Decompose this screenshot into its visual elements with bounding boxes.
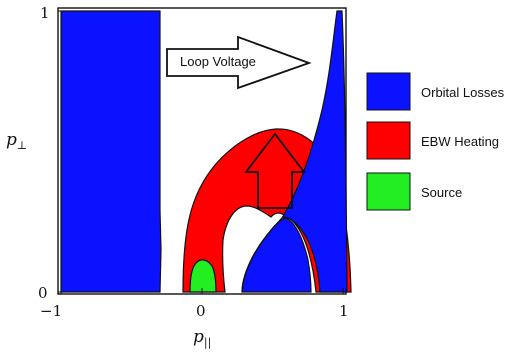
y-axis-label: p⊥ [6,130,27,152]
y-tick-label-0: 0 [38,284,48,302]
x-axis-ticks [60,288,344,294]
x-axis-label-sub: || [204,336,211,350]
y-tick-label-1: 1 [40,4,50,22]
x-tick-label-neg1: −1 [40,302,62,320]
orbital-losses-left-region [60,10,162,293]
legend-label-source: Source [421,185,462,200]
x-axis-label: p|| [193,327,211,350]
y-axis-label-base: p [6,130,17,150]
legend-swatch-orbital-losses [366,72,411,111]
legend-label-ebw-heating: EBW Heating [421,134,499,149]
y-axis-ticks [58,10,64,293]
loop-voltage-label: Loop Voltage [180,54,256,69]
x-tick-label-0: 0 [196,302,206,320]
source-region [189,259,217,293]
x-axis-label-base: p [193,327,204,347]
heating-up-arrow [244,132,306,209]
legend: Orbital Losses EBW Heating Source [366,72,505,211]
loop-voltage-arrow [166,35,312,90]
legend-swatch-ebw-heating [366,121,411,160]
legend-label-orbital-losses: Orbital Losses [421,85,505,100]
legend-swatch-source [366,172,411,211]
x-tick-label-1: 1 [339,302,349,320]
y-axis-label-sub: ⊥ [17,139,27,152]
orbital-losses-inner-lobe [241,217,312,293]
